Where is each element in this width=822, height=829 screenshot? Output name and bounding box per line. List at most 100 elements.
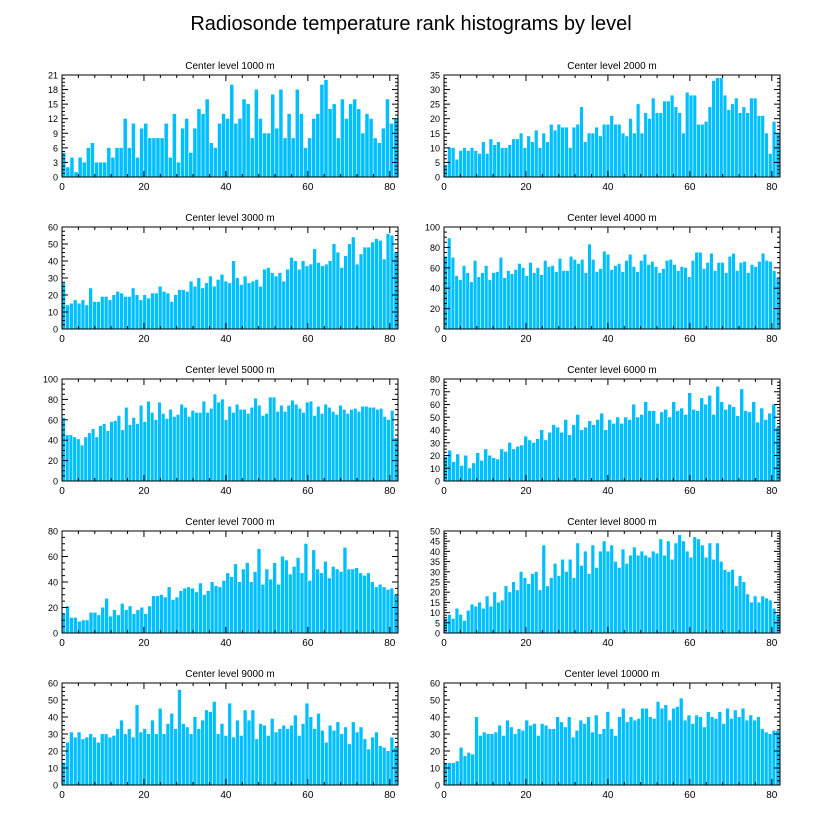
histogram-bar — [77, 303, 81, 329]
histogram-bar — [93, 612, 97, 633]
histogram-bar — [112, 295, 116, 329]
histogram-bar — [602, 124, 606, 177]
y-tick-label: 15 — [430, 129, 440, 139]
histogram-bar — [664, 705, 668, 785]
histogram-bar — [193, 128, 197, 177]
histogram-bar — [678, 112, 682, 177]
histogram-bar — [552, 424, 556, 481]
histogram-bar — [202, 401, 206, 481]
histogram-bar — [107, 147, 111, 177]
histogram-bar — [561, 559, 565, 633]
histogram-bar — [228, 283, 232, 329]
histogram-bar — [208, 711, 213, 785]
histogram-bar — [85, 620, 89, 633]
histogram-bar — [144, 613, 148, 634]
histogram-bar — [455, 275, 459, 329]
histogram-panel: Center level 3000 m 0 20 40 60 80 0 10 20 30 40 50 6… — [48, 213, 399, 345]
histogram-bar — [636, 555, 640, 633]
histogram-bar — [444, 618, 448, 633]
histogram-bar — [331, 566, 335, 633]
histogram-bar — [102, 423, 106, 481]
y-tick-label: 20 — [48, 747, 58, 757]
histogram-bar — [390, 737, 394, 785]
histogram-bar — [676, 410, 680, 482]
histogram-bar — [293, 715, 297, 785]
histogram-bar — [644, 401, 648, 481]
histogram-bar — [343, 547, 347, 633]
histogram-bar — [643, 254, 647, 329]
y-tick-label: 60 — [430, 263, 440, 273]
histogram-bar — [154, 419, 158, 481]
histogram-bar — [674, 107, 678, 177]
histogram-bar — [620, 423, 624, 482]
histogram-bar — [355, 567, 359, 633]
histogram-bar — [246, 104, 250, 177]
histogram-bar — [335, 569, 339, 633]
histogram-bar — [474, 606, 478, 633]
histogram-bar — [508, 442, 512, 481]
histogram-bar — [357, 411, 361, 481]
histogram-bar — [347, 744, 352, 785]
histogram-bar — [166, 723, 170, 785]
histogram-bar — [108, 300, 112, 329]
histogram-bar — [187, 416, 191, 481]
histogram-bar — [734, 98, 738, 177]
y-tick-label: 3 — [53, 158, 58, 168]
histogram-bar — [670, 559, 674, 633]
histogram-bar — [564, 571, 568, 633]
histogram-bar — [451, 257, 455, 329]
y-tick-label: 30 — [430, 85, 440, 95]
histogram-bar — [628, 118, 633, 177]
histogram-bar — [76, 439, 80, 481]
histogram-bar — [725, 708, 730, 785]
histogram-panel: Center level 4000 m 0 20 40 60 80 0 20 40 60 80 100 — [425, 213, 781, 345]
y-tick-label: 60 — [48, 223, 58, 233]
histogram-bar — [316, 113, 320, 177]
histogram-bar — [692, 409, 696, 481]
histogram-bar — [462, 620, 467, 633]
histogram-bar — [628, 254, 632, 329]
histogram-bar — [628, 555, 633, 633]
histogram-bar — [294, 404, 298, 481]
histogram-bar — [702, 268, 706, 329]
histogram-bar — [587, 573, 591, 633]
histogram-bar — [764, 133, 769, 177]
x-tick-label: 0 — [59, 638, 65, 649]
histogram-bar — [366, 573, 371, 633]
histogram-bar — [471, 754, 475, 785]
histogram-bar — [504, 147, 508, 177]
histogram-bar — [527, 136, 531, 177]
histogram-panel: Center level 9000 m 0 20 40 60 80 0 10 20 30 40 50 6… — [48, 669, 399, 801]
histogram-bar — [340, 267, 344, 329]
histogram-bar — [247, 283, 251, 329]
histogram-bar — [469, 282, 473, 329]
x-tick-label: 60 — [302, 334, 314, 345]
x-tick-label: 80 — [384, 790, 396, 801]
histogram-bar — [146, 734, 151, 785]
histogram-bar — [139, 732, 143, 785]
histogram-bar — [350, 409, 354, 481]
histogram-bar — [253, 571, 257, 633]
histogram-bar — [681, 541, 686, 633]
histogram-bar — [174, 295, 178, 329]
histogram-bar — [65, 435, 69, 481]
y-tick-label: 10 — [48, 308, 58, 318]
histogram-bar — [704, 121, 708, 177]
histogram-bar — [536, 735, 540, 785]
histogram-bar — [269, 579, 273, 633]
y-tick-label: 45 — [430, 537, 440, 547]
histogram-bar — [127, 147, 132, 177]
histogram-bar — [100, 734, 104, 785]
histogram-bar — [143, 421, 147, 481]
histogram-bar — [69, 732, 73, 785]
histogram-bar — [340, 734, 344, 785]
histogram-bar — [257, 548, 261, 633]
histogram-bar — [150, 293, 155, 329]
histogram-bar — [216, 734, 220, 785]
histogram-bar — [297, 735, 301, 785]
histogram-bar — [459, 747, 463, 785]
histogram-bar — [724, 409, 728, 481]
histogram-bar — [261, 415, 265, 481]
histogram-bar — [716, 386, 720, 481]
histogram-bar — [228, 406, 232, 481]
